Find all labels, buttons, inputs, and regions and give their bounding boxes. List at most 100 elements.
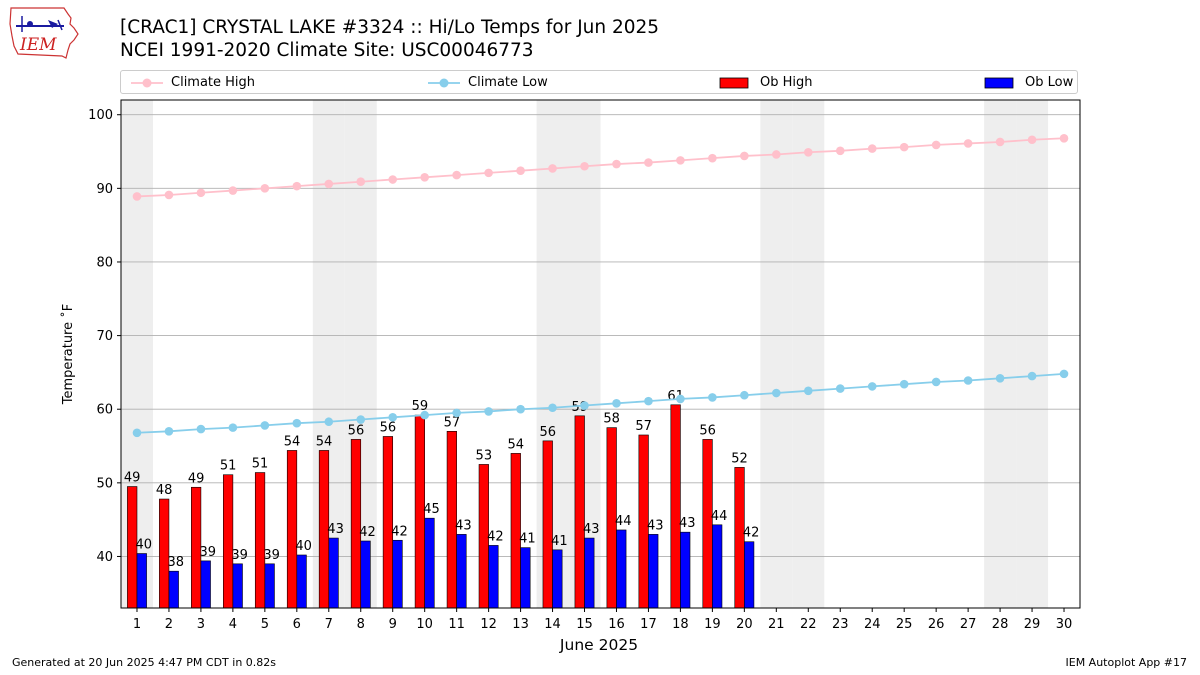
x-tick-label: 19 (704, 617, 721, 632)
bar-ob-high (542, 440, 553, 609)
bar-label-ob-high: 56 (539, 425, 556, 440)
bar-ob-low (584, 537, 595, 609)
y-tick-label: 50 (96, 476, 113, 491)
x-tick-label: 20 (736, 617, 753, 632)
point-climate-high (1027, 135, 1037, 145)
weekend-band (984, 100, 1017, 608)
bar-label-ob-low: 39 (199, 545, 216, 560)
point-climate-low (740, 390, 749, 400)
point-climate-high (580, 161, 589, 171)
x-tick-label: 28 (992, 617, 1009, 632)
point-climate-low (995, 373, 1005, 383)
point-climate-high (196, 188, 206, 198)
bar-label-ob-low: 39 (231, 548, 248, 563)
bar-label-ob-low: 43 (647, 518, 664, 533)
point-climate-high (995, 137, 1005, 147)
bar-label-ob-high: 48 (156, 483, 173, 498)
y-axis-label: Temperature ˚F (60, 304, 76, 405)
point-climate-high (132, 192, 142, 201)
bar-ob-low (328, 537, 339, 609)
point-climate-low (963, 376, 973, 385)
point-climate-low (676, 394, 685, 404)
bar-ob-low (680, 531, 691, 609)
point-climate-high (164, 190, 174, 200)
point-climate-low (867, 382, 877, 391)
point-climate-high (963, 139, 973, 148)
bar-label-ob-low: 43 (583, 522, 600, 537)
bar-ob-low (264, 563, 275, 609)
x-tick-label: 1 (133, 617, 141, 632)
point-climate-low (803, 386, 813, 396)
bar-ob-high (574, 415, 585, 609)
point-climate-high (676, 156, 685, 165)
bar-label-ob-low: 40 (136, 538, 153, 553)
x-tick-label: 22 (800, 617, 817, 632)
x-tick-label: 26 (928, 617, 945, 632)
point-climate-high (228, 186, 238, 195)
bar-ob-low (136, 553, 147, 609)
bar-label-ob-low: 42 (487, 529, 504, 544)
x-tick-label: 9 (389, 617, 397, 632)
bar-ob-low (456, 534, 467, 609)
point-climate-low (356, 415, 366, 424)
bar-label-ob-low: 43 (327, 522, 344, 537)
weekend-band (760, 100, 793, 608)
bar-label-ob-low: 40 (295, 539, 312, 554)
bar-ob-low (552, 549, 563, 609)
bar-ob-high (286, 450, 298, 609)
point-climate-high (740, 151, 749, 161)
legend-label-ob-low: Ob Low (1025, 75, 1074, 90)
x-tick-label: 14 (544, 617, 561, 632)
point-climate-high (484, 168, 493, 178)
iem-logo: IEM (8, 6, 80, 60)
x-tick-label: 4 (229, 617, 237, 632)
y-tick-label: 90 (96, 182, 113, 197)
point-climate-high (516, 166, 525, 175)
x-tick-label: 16 (608, 617, 625, 632)
legend-label-ob-high: Ob High (760, 75, 813, 90)
bar-label-ob-high: 54 (316, 434, 333, 449)
x-tick-label: 10 (416, 617, 433, 632)
bar-ob-high (159, 498, 170, 609)
legend-label-climate-low: Climate Low (468, 75, 548, 90)
bar-label-ob-low: 42 (359, 525, 376, 540)
point-climate-low (228, 423, 238, 432)
bar-label-ob-high: 51 (220, 459, 237, 474)
legend-swatch-ob-high (719, 77, 749, 89)
bar-label-ob-high: 49 (124, 471, 141, 486)
point-climate-low (835, 384, 845, 393)
weekend-band (792, 100, 825, 608)
bar-ob-low (360, 540, 371, 609)
x-tick-label: 17 (640, 617, 657, 632)
y-tick-label: 70 (96, 329, 113, 344)
bar-label-ob-low: 43 (455, 518, 472, 533)
point-climate-high (420, 173, 429, 182)
point-climate-high (644, 158, 653, 167)
point-climate-low (516, 404, 525, 414)
point-climate-low (452, 408, 461, 418)
point-climate-low (548, 403, 557, 413)
point-climate-low (484, 407, 493, 416)
x-tick-label: 15 (576, 617, 593, 632)
point-climate-high (931, 140, 941, 150)
bar-label-ob-high: 52 (731, 451, 748, 466)
bar-label-ob-low: 42 (391, 524, 408, 539)
bar-ob-high (670, 404, 681, 609)
point-climate-high (452, 170, 461, 180)
bar-label-ob-low: 41 (519, 532, 536, 547)
x-tick-label: 6 (293, 617, 301, 632)
x-tick-label: 21 (768, 617, 785, 632)
bar-label-ob-high: 54 (284, 434, 301, 449)
bar-ob-low (712, 524, 723, 609)
bar-ob-high (222, 474, 234, 609)
weekend-band (1016, 100, 1049, 608)
bar-label-ob-high: 59 (412, 399, 429, 414)
bar-label-ob-low: 45 (423, 502, 440, 517)
bar-ob-low (744, 541, 755, 609)
line-climate-high (136, 137, 1065, 198)
legend-swatch-climate-high (131, 78, 163, 88)
y-tick-label: 60 (96, 403, 113, 418)
legend: Climate High Climate Low Ob High Ob Low (120, 70, 1078, 94)
bar-label-ob-high: 57 (444, 415, 461, 430)
point-climate-high (803, 147, 813, 157)
